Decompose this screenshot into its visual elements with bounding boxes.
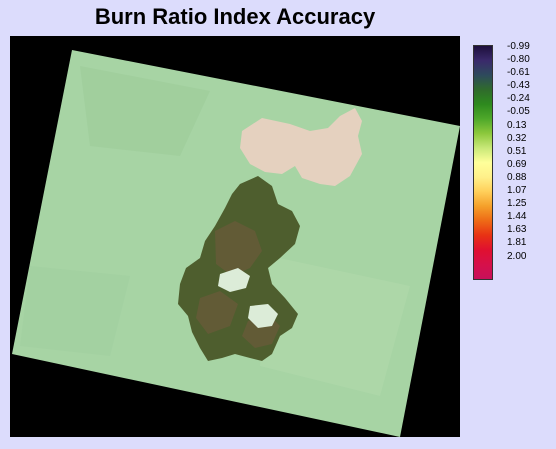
colorbar-label: 1.63 (507, 224, 527, 236)
colorbar-label: 0.88 (507, 171, 527, 183)
unburned-island (218, 268, 250, 292)
colorbar-label: 1.07 (507, 185, 527, 197)
colorbar-label: 2.00 (507, 250, 527, 262)
colorbar-labels: -0.99 -0.80 -0.61 -0.43 -0.24 -0.05 0.13 0.32 0.… (507, 40, 530, 263)
colorbar-label: -0.24 (507, 93, 530, 105)
burn-scar-texture (196, 221, 280, 348)
colorbar-label: 0.69 (507, 158, 527, 170)
unburned-island (248, 304, 278, 328)
satellite-map (10, 36, 460, 437)
page-title: Burn Ratio Index Accuracy (94, 4, 376, 29)
colorbar-label: 0.32 (507, 132, 527, 144)
colorbar-label: -0.43 (507, 80, 530, 92)
terrain-patch (260, 256, 410, 396)
colorbar (473, 45, 493, 280)
colorbar-label: -0.80 (507, 54, 530, 66)
map-canvas (10, 36, 460, 437)
highlight-region (240, 108, 362, 186)
colorbar-label: 1.25 (507, 198, 527, 210)
terrain-patch (20, 266, 130, 356)
colorbar-label: -0.99 (507, 41, 530, 52)
colorbar-label: 0.51 (507, 145, 527, 157)
colorbar-label: 1.44 (507, 211, 527, 223)
colorbar-label: -0.05 (507, 106, 530, 118)
terrain-patch (80, 66, 210, 156)
colorbar-label: 0.13 (507, 119, 527, 131)
colorbar-label: 1.81 (507, 237, 527, 249)
colorbar-label: -0.61 (507, 67, 530, 79)
